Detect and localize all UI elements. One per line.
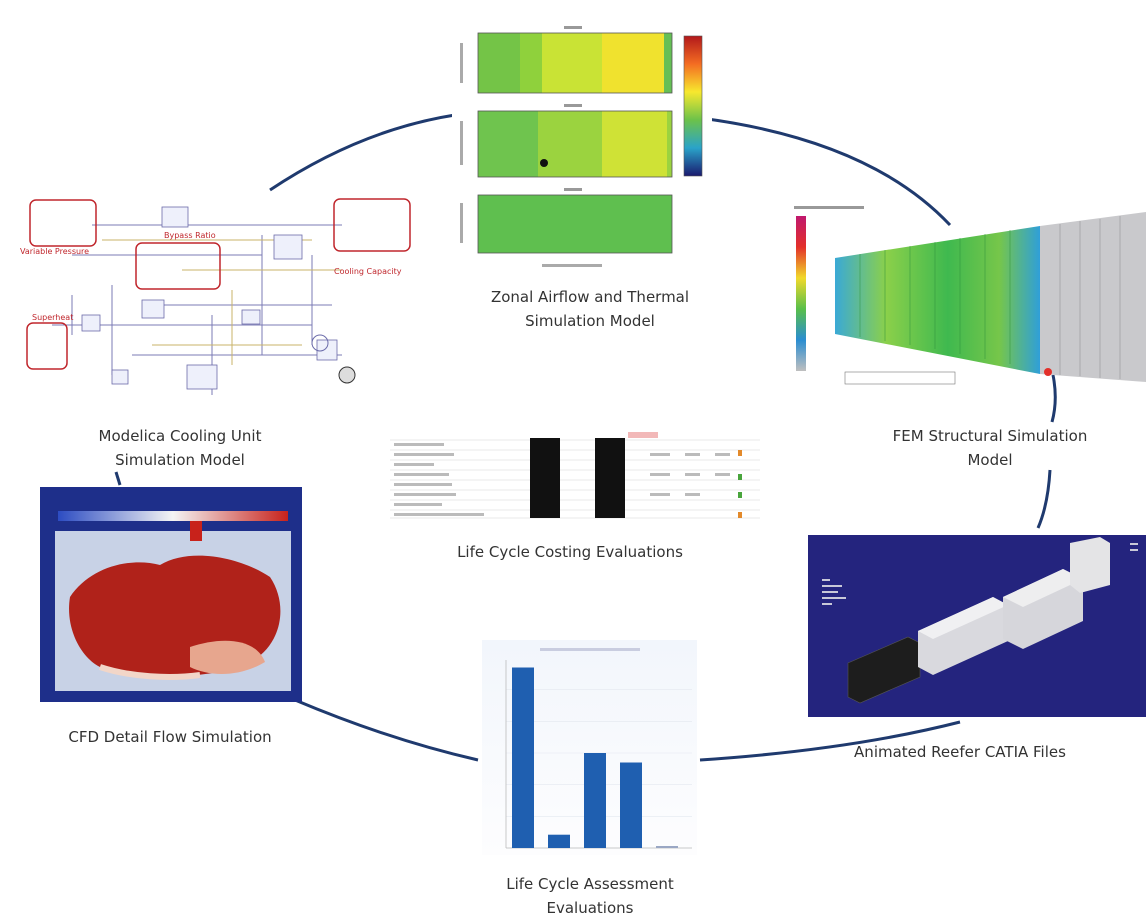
lca-bar-chart-svg [505,648,692,849]
caption-zonal-airflow: Zonal Airflow and Thermal Simulation Mod… [440,285,740,333]
lcc-table-image [390,432,760,520]
lca-bar-chart [482,640,697,855]
lca-chart-title [540,648,640,651]
lca-bar [548,834,570,848]
catia-render [808,535,1146,717]
cfd-simulation-render [40,487,302,702]
caption-modelica-line1: Modelica Cooling Unit [98,427,262,445]
lca-bar [584,753,606,848]
caption-zonal-line1: Zonal Airflow and Thermal [490,288,690,306]
caption-lca-line2: Evaluations [546,899,634,917]
caption-catia: Animated Reefer CATIA Files [854,743,1066,761]
fem-container-render [790,196,1146,386]
label-cooling-capacity: Cooling Capacity [334,267,402,276]
lca-bar [512,667,534,848]
caption-modelica: Modelica Cooling Unit Simulation Model [30,424,330,472]
modelica-diagram: Variable Pressure Bypass Ratio Superheat… [12,195,417,410]
zonal-heatmap-figure [452,18,712,280]
label-superheat: Superheat [32,313,74,322]
caption-lca-line1: Life Cycle Assessment [506,875,674,893]
caption-lca: Life Cycle Assessment Evaluations [440,872,740,920]
label-variable-pressure: Variable Pressure [20,247,90,256]
caption-fem: FEM Structural Simulation Model [840,424,1140,472]
caption-modelica-line2: Simulation Model [115,451,245,469]
caption-zonal-line2: Simulation Model [525,312,655,330]
label-bypass-ratio: Bypass Ratio [164,231,216,240]
lca-bar [620,762,642,848]
caption-fem-line1: FEM Structural Simulation [892,427,1088,445]
lca-bar [656,846,678,848]
caption-lcc: Life Cycle Costing Evaluations [457,543,683,561]
caption-fem-line2: Model [967,451,1013,469]
caption-cfd: CFD Detail Flow Simulation [68,728,272,746]
